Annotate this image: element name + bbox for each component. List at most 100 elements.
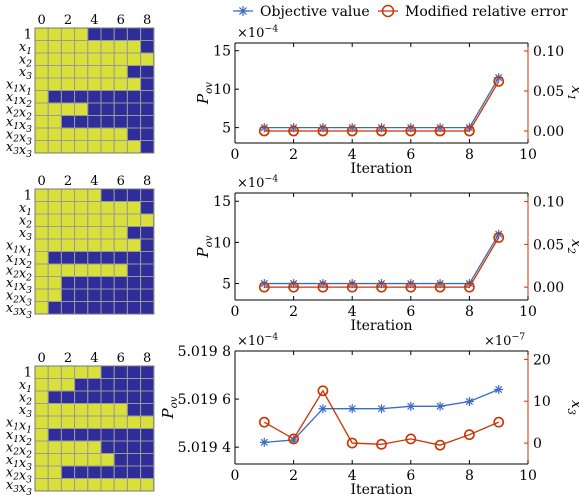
matrix-cell xyxy=(47,301,62,315)
x-tick-label: 10 xyxy=(519,468,537,484)
matrix-cell xyxy=(140,115,155,129)
matrix-cell xyxy=(60,127,76,141)
star-stroke xyxy=(260,438,268,446)
star-stroke xyxy=(289,436,298,444)
matrix-cell xyxy=(126,188,142,202)
matrix-cell xyxy=(74,288,89,302)
x-tick-label: 6 xyxy=(406,468,415,484)
matrix-cell xyxy=(100,90,115,104)
x-tick-label: 2 xyxy=(289,468,298,484)
objective-point xyxy=(347,404,357,414)
matrix-cell xyxy=(87,188,102,202)
matrix-cell xyxy=(87,65,102,79)
star-stroke xyxy=(260,279,268,288)
star-stroke xyxy=(289,124,298,132)
matrix-row-label: x1x1 xyxy=(6,239,32,259)
matrix-cell xyxy=(113,453,128,467)
matrix-row-label: x1x2 xyxy=(6,251,32,271)
matrix-cell xyxy=(74,52,89,66)
right-tick-label: 0.00 xyxy=(533,124,564,140)
matrix-cell xyxy=(100,77,115,91)
matrix-cell xyxy=(126,251,142,265)
matrix-cell xyxy=(60,465,76,479)
matrix-cell xyxy=(100,226,115,240)
matrix-col-tick: 0 xyxy=(37,13,45,28)
left-axis-label: Pov xyxy=(194,82,215,105)
matrix-cell xyxy=(74,465,89,479)
matrix-col-tick: 6 xyxy=(117,351,125,366)
error-point xyxy=(376,438,387,450)
matrix-cell xyxy=(126,301,142,315)
matrix-row-label: x2 xyxy=(19,391,32,408)
right-axis-label: x3 xyxy=(565,400,579,415)
matrix-cell xyxy=(126,201,142,215)
star-stroke xyxy=(319,279,327,288)
matrix-cell xyxy=(34,378,49,392)
matrix-cell xyxy=(113,403,128,417)
matrix-cell xyxy=(126,428,142,442)
matrix-cell xyxy=(47,378,62,392)
left-tick-label: 5.019 8 xyxy=(178,344,231,360)
matrix-cell xyxy=(87,465,102,479)
matrix-cell xyxy=(87,102,102,116)
objective-point xyxy=(494,384,504,394)
matrix-cell xyxy=(113,213,128,227)
matrix-cell xyxy=(126,40,142,54)
matrix-row-label: x2x2 xyxy=(6,441,32,461)
matrix-cell xyxy=(126,465,142,479)
matrix-cell xyxy=(87,201,102,215)
objective-point xyxy=(464,396,474,406)
matrix-cell xyxy=(113,251,128,265)
matrix-cell xyxy=(113,90,128,104)
matrix-cell xyxy=(100,213,115,227)
matrix-cell xyxy=(87,415,102,429)
matrix-cell xyxy=(100,140,115,154)
matrix-cell xyxy=(140,365,155,379)
star-stroke xyxy=(348,279,356,288)
matrix-cell xyxy=(74,478,89,492)
matrix-cell xyxy=(87,440,102,454)
matrix-cell xyxy=(100,390,115,404)
matrix-cell xyxy=(47,90,62,104)
objective-point xyxy=(377,404,386,414)
matrix-cell xyxy=(34,238,49,252)
matrix-cell xyxy=(140,201,155,215)
error-point xyxy=(405,281,417,293)
star-stroke xyxy=(465,279,474,288)
matrix-cell xyxy=(34,365,49,379)
matrix-cell xyxy=(60,90,76,104)
matrix-row-label: x1x3 xyxy=(6,115,32,135)
star-stroke xyxy=(495,230,503,238)
star-stroke xyxy=(377,279,386,288)
legend-error-label: Modified relative error xyxy=(405,4,568,20)
matrix-cell xyxy=(113,40,128,54)
matrix-cell xyxy=(87,140,102,154)
matrix-cell xyxy=(34,390,49,404)
matrix-cell xyxy=(47,102,62,116)
matrix-col-tick: 0 xyxy=(37,351,45,366)
matrix-cell xyxy=(47,213,62,227)
matrix-cell xyxy=(74,40,89,54)
matrix-cell xyxy=(140,378,155,392)
matrix-cell xyxy=(87,77,102,91)
matrix-cell xyxy=(100,40,115,54)
matrix-cell xyxy=(60,115,76,129)
star-stroke xyxy=(465,124,474,132)
matrix-cell xyxy=(60,390,76,404)
matrix-cell xyxy=(113,102,128,116)
matrix-cell xyxy=(100,251,115,265)
x-tick-label: 0 xyxy=(231,468,240,484)
left-tick-label: 15 xyxy=(213,44,231,60)
matrix-cell xyxy=(140,140,155,154)
star-stroke xyxy=(348,405,356,413)
matrix-cell xyxy=(34,478,49,492)
matrix-cell xyxy=(140,453,155,467)
error-point xyxy=(463,429,475,441)
matrix-cell xyxy=(47,478,62,492)
matrix-cell xyxy=(140,77,155,91)
matrix-cell xyxy=(74,102,89,116)
matrix-cell xyxy=(34,226,49,240)
matrix-cell xyxy=(47,403,62,417)
matrix-col-tick: 2 xyxy=(64,174,72,189)
matrix-cell xyxy=(74,65,89,79)
